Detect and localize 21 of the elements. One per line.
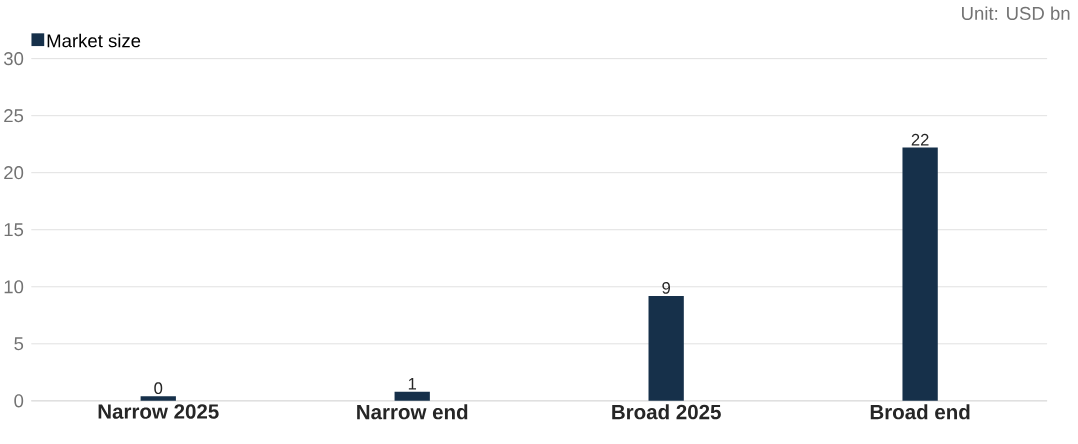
data-label: 1 bbox=[408, 378, 417, 390]
y-tick-label: 20 bbox=[4, 166, 24, 180]
bar bbox=[394, 391, 430, 401]
y-tick-label: 5 bbox=[14, 337, 24, 351]
y-tick-label: 30 bbox=[3, 51, 24, 66]
y-tick-label: 10 bbox=[4, 280, 24, 294]
legend-label: Market size bbox=[47, 33, 141, 48]
x-tick-label: Broad 2025 bbox=[612, 404, 721, 420]
data-label: 22 bbox=[911, 133, 929, 146]
x-tick-label: Narrow 2025 bbox=[98, 404, 219, 419]
y-tick-label: 15 bbox=[4, 223, 24, 237]
data-label: 9 bbox=[662, 281, 671, 294]
bar bbox=[140, 396, 176, 401]
bar bbox=[648, 295, 684, 401]
text: Unit: USD bn bbox=[962, 6, 1070, 20]
x-tick-label: Narrow end bbox=[357, 404, 468, 420]
y-tick-label: 0 bbox=[14, 394, 24, 408]
bar bbox=[902, 147, 938, 401]
y-tick-label: 25 bbox=[4, 109, 24, 123]
x-tick-label: Broad end bbox=[870, 404, 970, 420]
data-label: 0 bbox=[154, 382, 163, 395]
